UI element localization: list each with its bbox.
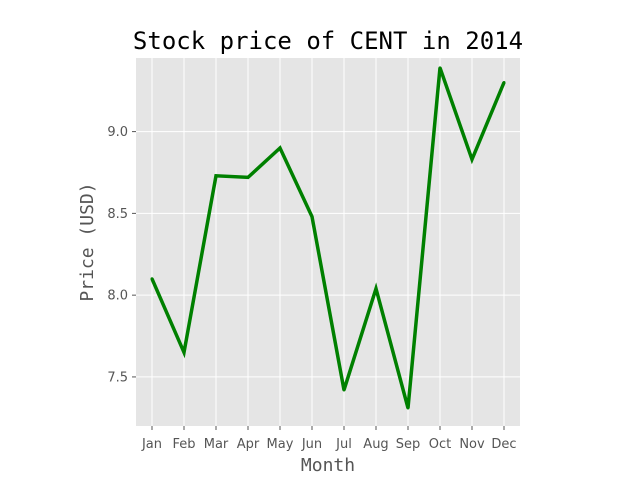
data-point-may: [278, 146, 282, 150]
x-tick-label: Jun: [301, 437, 322, 452]
data-point-oct: [438, 66, 442, 70]
x-tick-label: Dec: [491, 437, 516, 452]
x-tick-label: Jan: [141, 437, 162, 452]
y-tick-label: 7.5: [107, 370, 128, 385]
data-point-jun: [310, 215, 314, 219]
data-point-apr: [246, 175, 250, 179]
data-point-aug: [374, 287, 378, 291]
x-tick-label: Feb: [172, 437, 195, 452]
x-tick-label: Mar: [204, 437, 229, 452]
chart-title: Stock price of CENT in 2014: [133, 27, 523, 55]
x-tick-label: Sep: [396, 437, 421, 452]
y-tick-label: 8.5: [107, 207, 128, 222]
series-line: [150, 67, 506, 409]
x-tick-label: Oct: [429, 437, 451, 452]
data-point-jan: [150, 277, 154, 281]
plot-area: [136, 58, 520, 426]
x-tick-label: Apr: [237, 437, 260, 452]
x-tick-label: May: [267, 437, 294, 452]
y-tick-label: 8.0: [107, 289, 128, 304]
y-axis-label: Price (USD): [77, 182, 98, 301]
x-tick-label: Aug: [363, 437, 388, 452]
data-point-feb: [182, 350, 186, 354]
y-tick-label: 9.0: [107, 125, 128, 140]
data-point-dec: [502, 81, 506, 85]
data-point-nov: [470, 157, 474, 161]
data-point-mar: [214, 174, 218, 178]
x-axis-label: Month: [301, 455, 355, 476]
axis-ticks: Jan Feb Mar Apr May Jun Jul Aug Sep Oct Nov Dec 7.5 8…: [107, 125, 516, 452]
data-point-sep: [406, 406, 410, 410]
x-tick-label: Jul: [335, 437, 352, 452]
series-marks: [150, 66, 506, 410]
data-point-jul: [342, 388, 346, 392]
x-tick-label: Nov: [459, 437, 485, 452]
